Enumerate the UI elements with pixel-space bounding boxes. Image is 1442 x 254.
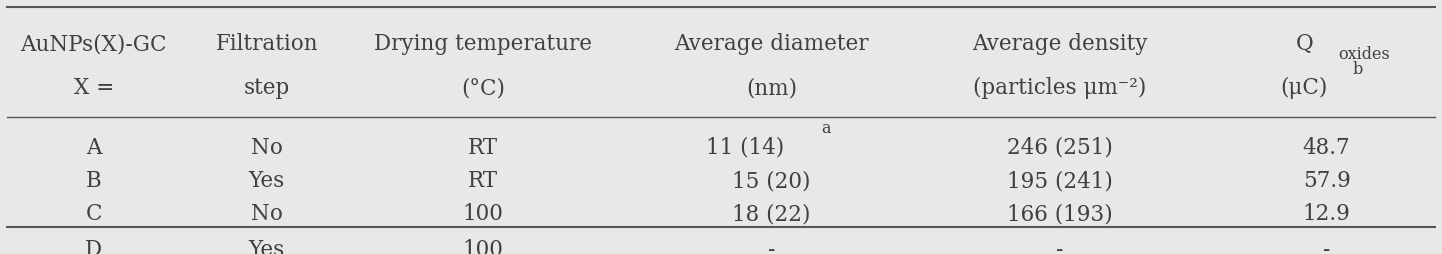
Text: Drying temperature: Drying temperature	[373, 33, 593, 55]
Text: 48.7: 48.7	[1302, 137, 1351, 159]
Text: X =: X =	[74, 77, 114, 99]
Text: (μC): (μC)	[1280, 77, 1327, 99]
Text: Average density: Average density	[972, 33, 1148, 55]
Text: Yes: Yes	[248, 239, 286, 254]
Text: B: B	[87, 170, 101, 192]
Text: Average diameter: Average diameter	[675, 33, 868, 55]
Text: C: C	[85, 203, 102, 225]
Text: Filtration: Filtration	[215, 33, 319, 55]
Text: 12.9: 12.9	[1302, 203, 1351, 225]
Text: 57.9: 57.9	[1302, 170, 1351, 192]
Text: 15 (20): 15 (20)	[733, 170, 810, 192]
Text: (nm): (nm)	[746, 77, 797, 99]
Text: (°C): (°C)	[461, 77, 505, 99]
Text: 246 (251): 246 (251)	[1007, 137, 1113, 159]
Text: No: No	[251, 137, 283, 159]
Text: -: -	[1322, 239, 1331, 254]
Text: Yes: Yes	[248, 170, 286, 192]
Text: -: -	[1056, 239, 1064, 254]
Text: D: D	[85, 239, 102, 254]
Text: RT: RT	[469, 137, 497, 159]
Text: 100: 100	[463, 203, 503, 225]
Text: 11 (14): 11 (14)	[707, 137, 784, 159]
Text: (particles μm⁻²): (particles μm⁻²)	[973, 77, 1146, 99]
Text: 166 (193): 166 (193)	[1007, 203, 1113, 225]
Text: A: A	[87, 137, 101, 159]
Text: AuNPs(X)-GC: AuNPs(X)-GC	[20, 33, 167, 55]
Text: 18 (22): 18 (22)	[733, 203, 810, 225]
Text: 195 (241): 195 (241)	[1007, 170, 1113, 192]
Text: -: -	[767, 239, 776, 254]
Text: RT: RT	[469, 170, 497, 192]
Text: step: step	[244, 77, 290, 99]
Text: b: b	[1353, 61, 1363, 78]
Text: oxides: oxides	[1338, 46, 1390, 63]
Text: No: No	[251, 203, 283, 225]
Text: Q: Q	[1296, 33, 1314, 55]
Text: 100: 100	[463, 239, 503, 254]
Text: a: a	[822, 120, 831, 137]
